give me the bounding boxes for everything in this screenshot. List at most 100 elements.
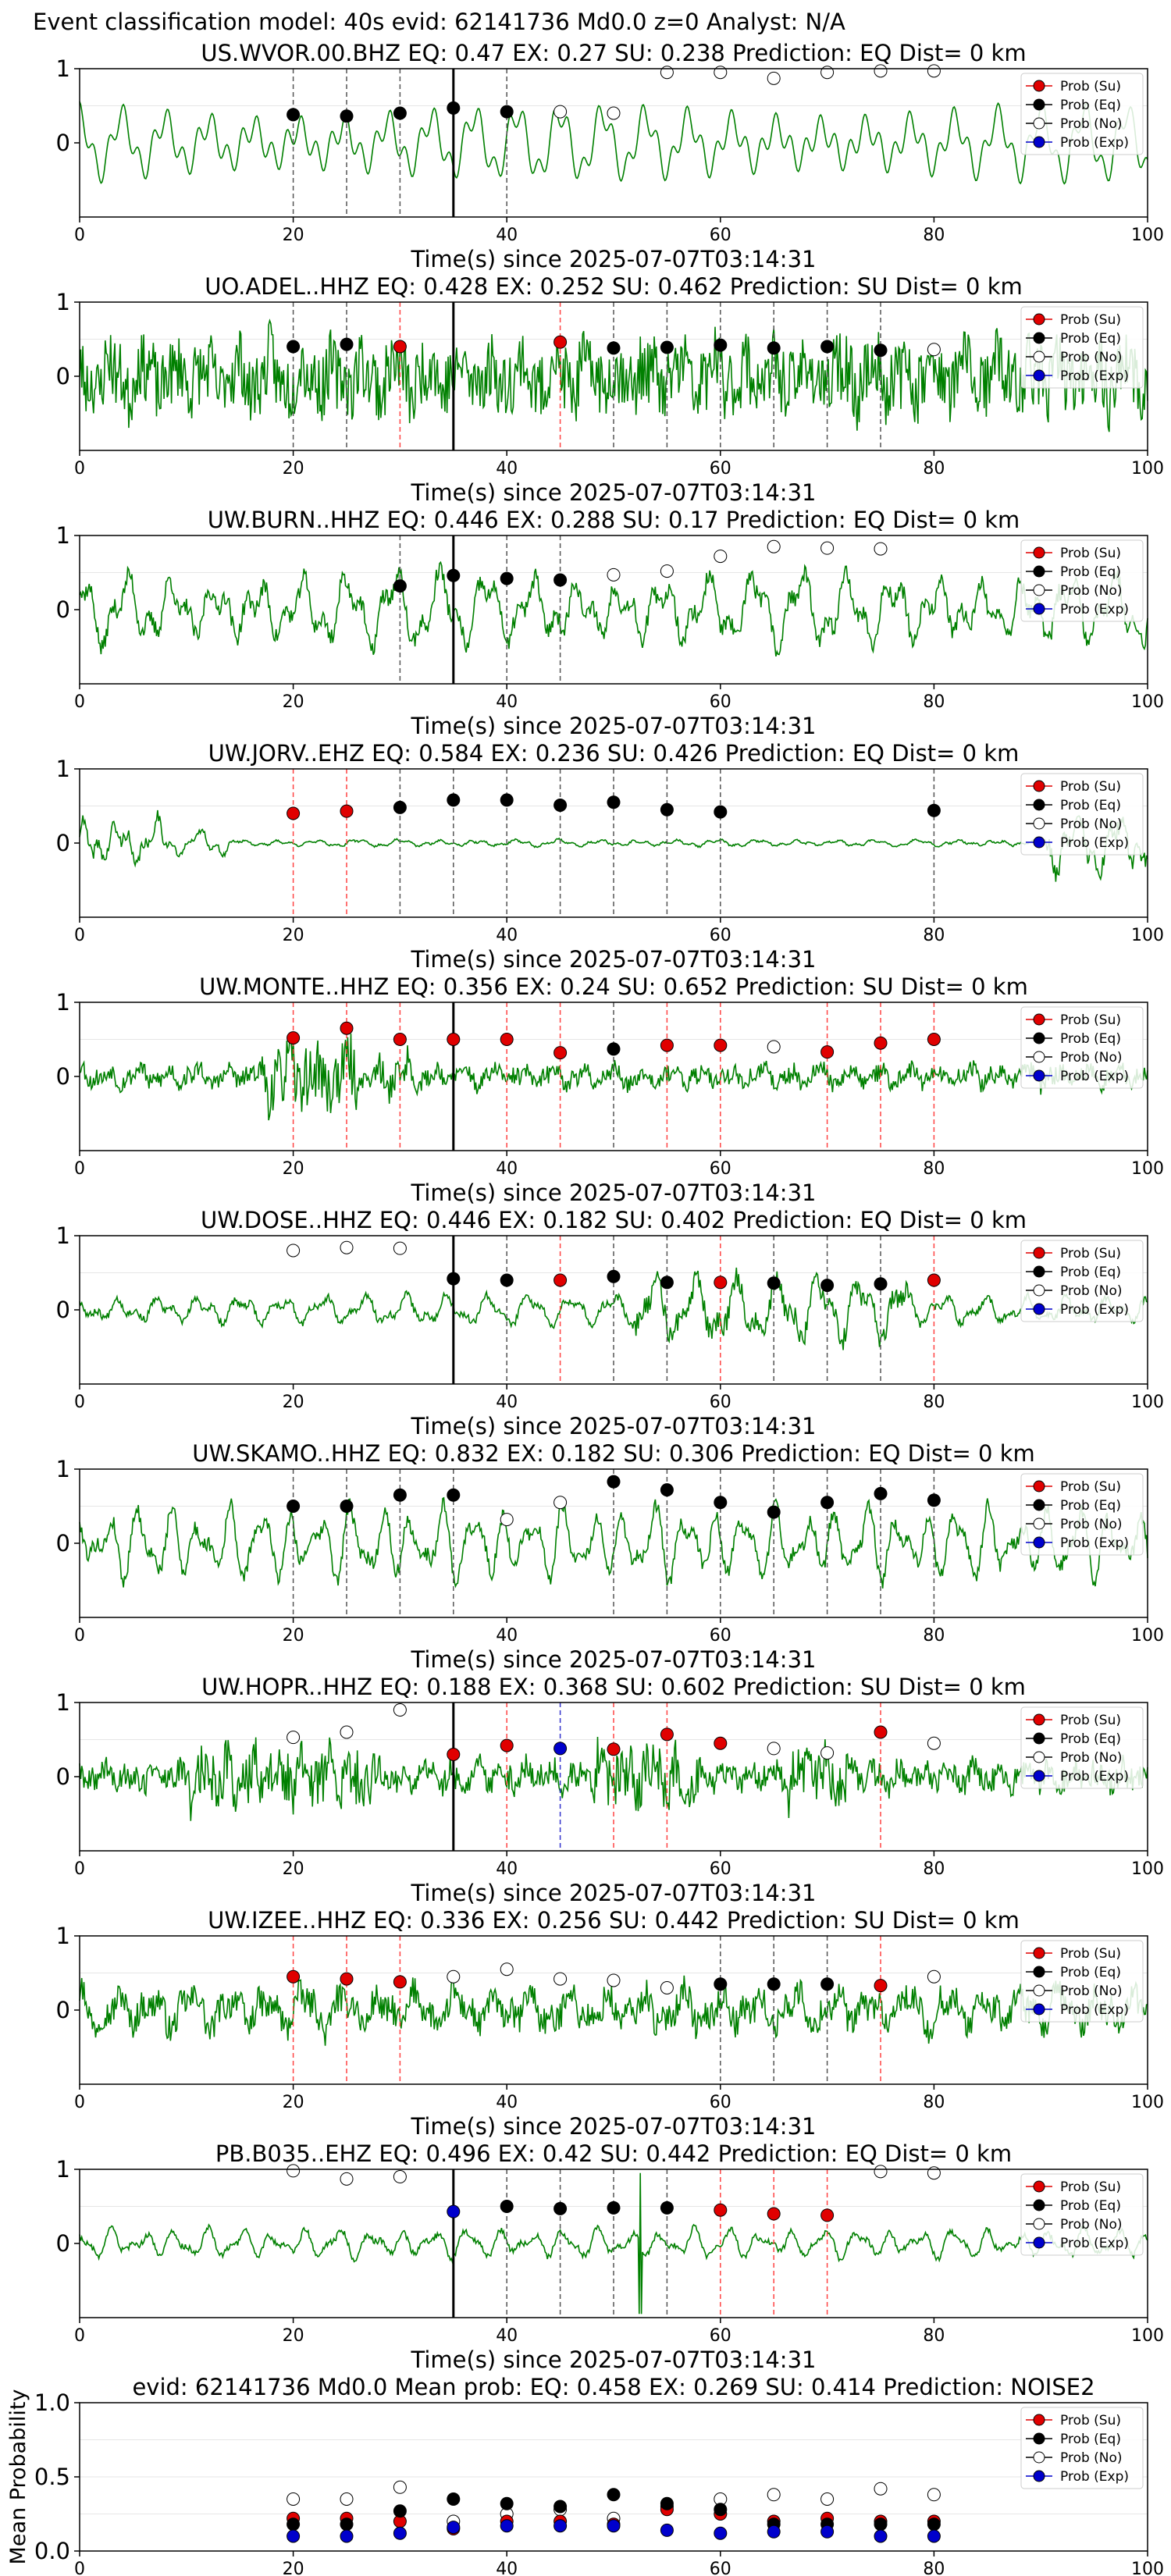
legend-label-exp: Prob (Exp) — [1060, 602, 1129, 617]
prob-point-no — [660, 1981, 674, 1994]
prob-point-no — [553, 105, 568, 119]
prob-point-no — [767, 539, 781, 553]
mean-point-exp — [927, 2529, 941, 2543]
prob-point-eq — [393, 800, 407, 814]
x-tick-label: 20 — [283, 226, 304, 245]
mean-point-no — [340, 2492, 354, 2506]
x-tick-label: 40 — [496, 2093, 518, 2112]
x-tick-label: 80 — [923, 2560, 945, 2576]
x-tick-label: 20 — [283, 1393, 304, 1412]
x-tick-label: 100 — [1131, 2093, 1164, 2112]
legend-marker-exp — [1033, 1536, 1045, 1549]
panel-4: UW.JORV..EHZ EQ: 0.584 EX: 0.236 SU: 0.4… — [56, 740, 1164, 973]
mean-point-eq — [927, 2517, 941, 2532]
legend-label-no: Prob (No) — [1060, 350, 1123, 365]
panel-title: UW.MONTE..HHZ EQ: 0.356 EX: 0.24 SU: 0.6… — [199, 973, 1028, 1000]
y-tick-label: 1 — [56, 756, 70, 782]
prob-point-no — [393, 1703, 407, 1717]
prob-point-eq — [714, 1977, 728, 1991]
legend: Prob (Su) Prob (Eq) Prob (No) Prob (Exp) — [1020, 2173, 1144, 2256]
panel-title: evid: 62141736 Md0.0 Mean prob: EQ: 0.45… — [132, 2374, 1094, 2400]
mean-point-eq — [714, 2503, 728, 2517]
prob-point-eq — [927, 1493, 941, 1507]
prob-point-no — [820, 1746, 835, 1760]
prob-point-no — [340, 1240, 354, 1254]
x-tick-label: 20 — [283, 692, 304, 712]
legend-label-exp: Prob (Exp) — [1060, 368, 1129, 384]
legend-label-su: Prob (Su) — [1060, 1012, 1121, 1028]
prob-point-su — [927, 1033, 941, 1046]
legend-marker-no — [1033, 350, 1045, 363]
x-tick-label: 60 — [710, 1859, 731, 1879]
y-tick-label: 0.5 — [34, 2464, 70, 2490]
x-axis-label: Time(s) since 2025-07-07T03:14:31 — [411, 1179, 817, 1206]
prob-point-su — [393, 1975, 407, 1989]
x-tick-label: 20 — [283, 926, 304, 945]
legend-marker-eq — [1033, 2432, 1045, 2445]
x-tick-label: 100 — [1131, 1859, 1164, 1879]
mean-point-exp — [287, 2529, 301, 2543]
prob-point-no — [927, 64, 941, 78]
x-tick-label: 40 — [496, 1859, 518, 1879]
x-tick-label: 80 — [923, 1393, 945, 1412]
legend-label-exp: Prob (Exp) — [1060, 2002, 1129, 2018]
x-axis-label: Time(s) since 2025-07-07T03:14:31 — [411, 946, 817, 973]
x-tick-label: 20 — [283, 459, 304, 479]
prob-point-eq — [607, 1269, 621, 1283]
prob-point-eq — [874, 1277, 888, 1291]
x-tick-label: 0 — [74, 2560, 85, 2576]
legend-marker-no — [1033, 817, 1045, 830]
mean-point-eq — [607, 2488, 621, 2502]
prob-point-su — [393, 340, 407, 354]
prob-point-no — [500, 1513, 514, 1527]
prob-point-eq — [820, 340, 835, 354]
legend-marker-no — [1033, 1284, 1045, 1297]
prob-point-eq — [660, 2201, 674, 2215]
legend-marker-eq — [1033, 1499, 1045, 1511]
legend-label-eq: Prob (Eq) — [1060, 798, 1121, 813]
legend-marker-no — [1033, 1517, 1045, 1530]
x-tick-label: 40 — [496, 2560, 518, 2576]
legend-marker-eq — [1033, 799, 1045, 811]
x-axis-label: Time(s) since 2025-07-07T03:14:31 — [411, 246, 817, 272]
legend-marker-no — [1033, 117, 1045, 130]
prob-point-eq — [447, 101, 461, 115]
mean-point-exp — [447, 2521, 461, 2535]
legend-label-no: Prob (No) — [1060, 583, 1123, 599]
legend-marker-eq — [1033, 2199, 1045, 2211]
legend-label-exp: Prob (Exp) — [1060, 1069, 1129, 1084]
legend-label-eq: Prob (Eq) — [1060, 1498, 1121, 1514]
legend: Prob (Su) Prob (Eq) Prob (No) Prob (Exp) — [1020, 306, 1144, 389]
x-tick-label: 40 — [496, 1626, 518, 1646]
x-tick-label: 100 — [1131, 459, 1164, 479]
prob-point-no — [767, 71, 781, 85]
prob-point-no — [874, 2165, 888, 2179]
prob-point-eq — [660, 1483, 674, 1497]
prob-point-eq — [607, 1042, 621, 1056]
legend-label-no: Prob (No) — [1060, 1750, 1123, 1766]
panel-title: PB.B035..EHZ EQ: 0.496 EX: 0.42 SU: 0.44… — [215, 2140, 1012, 2167]
x-axis-label: Time(s) since 2025-07-07T03:14:31 — [411, 1413, 817, 1439]
legend-label-eq: Prob (Eq) — [1060, 2432, 1121, 2447]
prob-point-su — [714, 2203, 728, 2217]
prob-point-eq — [393, 1488, 407, 1502]
prob-point-eq — [874, 343, 888, 358]
y-tick-label: 0 — [56, 130, 70, 156]
waveform — [79, 1496, 1148, 1589]
panel-1: US.WVOR.00.BHZ EQ: 0.47 EX: 0.27 SU: 0.2… — [56, 40, 1164, 272]
panel-title: UW.BURN..HHZ EQ: 0.446 EX: 0.288 SU: 0.1… — [208, 507, 1020, 533]
prob-point-su — [874, 1979, 888, 1993]
prob-point-su — [553, 1046, 568, 1060]
y-tick-label: 0 — [56, 1763, 70, 1790]
legend-label-eq: Prob (Eq) — [1060, 331, 1121, 347]
legend-label-eq: Prob (Eq) — [1060, 98, 1121, 113]
panel-2: UO.ADEL..HHZ EQ: 0.428 EX: 0.252 SU: 0.4… — [56, 273, 1164, 506]
x-tick-label: 100 — [1131, 1159, 1164, 1179]
prob-point-su — [287, 1031, 301, 1045]
prob-point-eq — [714, 338, 728, 352]
legend-label-no: Prob (No) — [1060, 1984, 1123, 1999]
legend-box — [1020, 1240, 1144, 1322]
x-tick-label: 60 — [710, 926, 731, 945]
legend-label-eq: Prob (Eq) — [1060, 1965, 1121, 1980]
legend-label-exp: Prob (Exp) — [1060, 835, 1129, 851]
